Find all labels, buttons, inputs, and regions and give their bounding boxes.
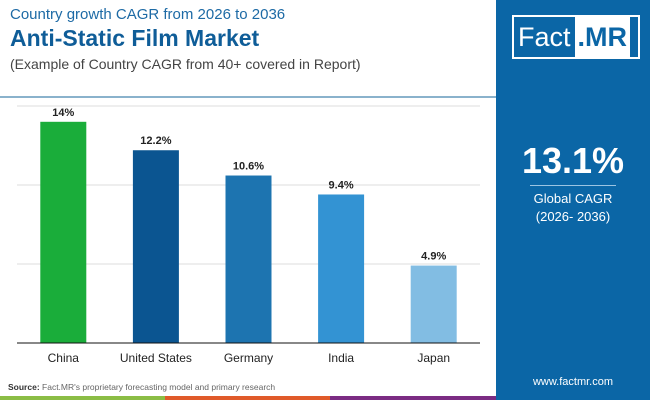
x-tick-label: India: [328, 351, 354, 365]
stripe-purple: [330, 396, 496, 400]
header-divider: [0, 96, 496, 98]
bar-germany: [225, 175, 272, 343]
x-tick-label: Japan: [417, 351, 450, 365]
data-label: 12.2%: [140, 135, 171, 147]
global-cagr-value: 13.1%: [521, 140, 625, 181]
summary-divider: [530, 185, 616, 186]
global-cagr-text: Global CAGR: [533, 191, 613, 206]
data-label: 4.9%: [421, 251, 446, 263]
stripe-green: [0, 396, 165, 400]
summary-panel: [496, 0, 650, 400]
stripe-orange: [165, 396, 330, 400]
bar-chart: 14% China 12.2% United States 10.6% Germany 9.…: [17, 105, 480, 365]
logo-part2: .MR: [574, 17, 631, 57]
website-link[interactable]: www.factmr.com: [532, 376, 614, 388]
source-label: Source:: [8, 382, 40, 392]
x-tick-label: Germany: [224, 351, 273, 365]
logo-part1: Fact: [514, 17, 575, 57]
chart-note: (Example of Country CAGR from 40+ covere…: [10, 56, 361, 72]
global-cagr-period: (2026- 2036): [535, 209, 611, 224]
chart-subtitle: Country growth CAGR from 2026 to 2036: [10, 6, 286, 23]
x-tick-label: United States: [120, 351, 192, 365]
factmr-logo: Fact .MR: [512, 15, 640, 59]
source-note: Source: Fact.MR's proprietary forecastin…: [8, 382, 275, 392]
global-cagr-label: Global CAGR (2026- 2036): [496, 190, 650, 226]
data-label: 9.4%: [329, 179, 354, 191]
bar-united-states: [132, 150, 179, 343]
x-tick-label: China: [48, 351, 80, 365]
data-label: 14%: [52, 107, 74, 119]
data-label: 10.6%: [233, 161, 264, 173]
source-text: Fact.MR's proprietary forecasting model …: [42, 382, 276, 392]
bar-china: [40, 121, 87, 343]
chart-title: Anti-Static Film Market: [10, 25, 260, 51]
bar-japan: [410, 265, 457, 343]
bar-india: [318, 194, 365, 343]
